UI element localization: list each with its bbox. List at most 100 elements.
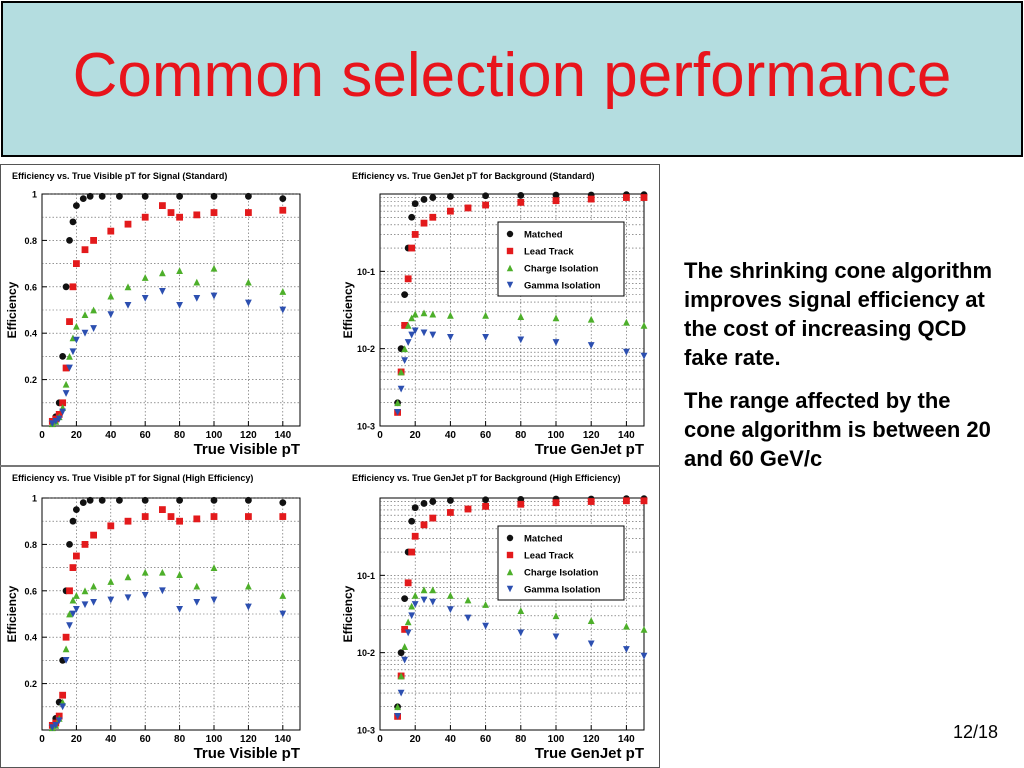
data-point	[245, 299, 252, 307]
data-point	[210, 192, 218, 200]
data-point	[394, 703, 401, 711]
x-tick-label: 20	[71, 430, 83, 441]
data-point	[401, 357, 409, 365]
data-point	[517, 629, 525, 637]
legend-marker	[506, 568, 514, 576]
data-point	[66, 587, 73, 595]
data-point	[52, 417, 60, 425]
data-point	[517, 191, 525, 199]
data-point	[62, 380, 70, 388]
series-charge-isolation	[394, 586, 648, 711]
x-tick-label: 20	[410, 734, 422, 745]
data-point	[397, 689, 405, 697]
data-point	[279, 206, 287, 214]
data-point	[159, 587, 166, 595]
y-tick-label: 0.6	[24, 282, 37, 292]
legend-label: Lead Track	[524, 551, 574, 562]
data-point	[59, 399, 67, 407]
data-point	[69, 610, 77, 618]
data-point	[55, 415, 63, 423]
grid	[42, 193, 300, 426]
data-point	[124, 594, 132, 602]
data-point	[59, 703, 67, 711]
data-point	[408, 548, 416, 556]
plots-svg: Efficiency vs. True Visible pT for Signa…	[0, 164, 660, 768]
data-point	[552, 612, 560, 620]
data-point	[404, 339, 412, 346]
data-point	[245, 278, 252, 286]
data-point	[98, 192, 106, 200]
legend-marker	[506, 247, 514, 255]
y-tick-label: 0.4	[24, 329, 37, 339]
legend-marker	[506, 264, 514, 272]
data-point	[159, 269, 166, 277]
data-point	[245, 582, 252, 590]
data-point	[623, 194, 630, 201]
data-point	[210, 564, 218, 571]
data-point	[408, 517, 416, 525]
y-tick-label: 0.8	[24, 236, 37, 246]
data-point	[623, 646, 630, 653]
data-point	[482, 622, 489, 630]
data-point	[279, 592, 287, 599]
data-point	[245, 603, 252, 611]
data-point	[124, 573, 132, 581]
data-point	[623, 497, 630, 505]
x-axis-label: True GenJet pT	[535, 441, 644, 458]
data-point	[411, 310, 419, 318]
x-tick-label: 0	[39, 734, 45, 745]
x-tick-label: 80	[174, 430, 186, 441]
data-point	[404, 579, 412, 587]
data-point	[69, 517, 77, 525]
legend-box	[497, 525, 625, 601]
data-point	[81, 329, 89, 337]
data-point	[411, 601, 419, 608]
data-point	[482, 192, 489, 200]
data-point	[640, 194, 648, 201]
data-point	[464, 614, 472, 622]
legend: Matched Lead Track Charge Isolation Gamma I…	[497, 525, 625, 601]
data-point	[640, 497, 648, 505]
y-axis-label: Efficiency	[341, 585, 355, 642]
data-point	[86, 192, 94, 200]
y-tick-label: 10-3	[357, 726, 375, 736]
data-point	[59, 353, 67, 360]
data-point	[394, 408, 401, 416]
data-point	[141, 295, 149, 302]
data-point	[397, 672, 405, 680]
x-tick-label: 40	[105, 734, 117, 745]
x-tick-label: 140	[618, 430, 635, 441]
data-point	[411, 532, 419, 540]
series-gamma-isolation	[48, 288, 287, 428]
data-point	[587, 195, 595, 203]
data-point	[408, 612, 416, 620]
data-point	[210, 496, 218, 504]
data-point	[640, 652, 648, 660]
data-point	[69, 283, 77, 291]
data-point	[394, 712, 401, 720]
data-point	[193, 295, 201, 302]
data-point	[176, 517, 183, 525]
chart-title: Efficiency vs. True GenJet pT for Backgr…	[352, 171, 595, 181]
data-point	[176, 192, 184, 200]
y-tick-label: 0.2	[24, 679, 37, 689]
data-point	[245, 513, 252, 520]
data-point	[141, 592, 149, 599]
x-tick-label: 60	[480, 734, 492, 745]
y-axis-label: Efficiency	[5, 585, 19, 642]
x-tick-label: 60	[140, 734, 152, 745]
data-point	[159, 568, 166, 576]
data-point	[429, 194, 437, 201]
legend: Matched Lead Track Charge Isolation Gamma I…	[497, 221, 625, 297]
x-axis-label: True GenJet pT	[535, 745, 644, 762]
data-point	[623, 348, 630, 356]
data-point	[640, 321, 648, 329]
data-point	[176, 301, 183, 309]
data-point	[420, 196, 428, 203]
x-tick-label: 100	[548, 734, 565, 745]
data-point	[107, 578, 115, 585]
data-point	[81, 587, 89, 595]
data-point	[90, 599, 97, 606]
data-point	[408, 602, 416, 610]
x-tick-label: 40	[105, 430, 117, 441]
